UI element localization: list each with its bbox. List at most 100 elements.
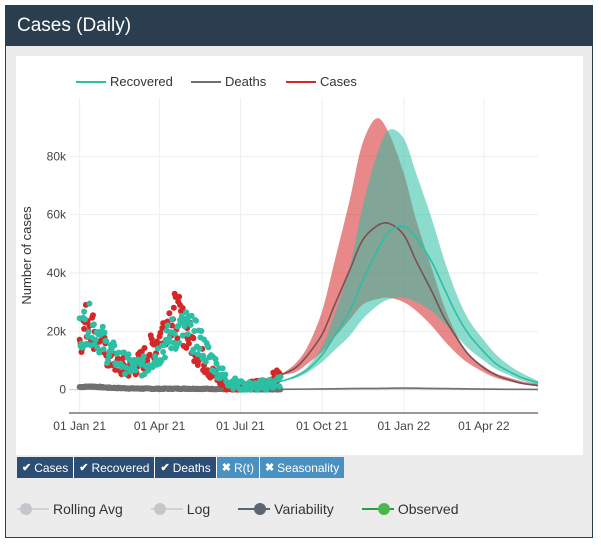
observed-point[interactable]	[179, 332, 186, 339]
observed-point[interactable]	[277, 373, 284, 380]
recovered-observed-points	[76, 300, 284, 393]
observed-point[interactable]	[181, 323, 188, 330]
observed-point[interactable]	[191, 328, 198, 335]
panel-body: 0 20k 40k 60k 80k 01 Jan 21 01 Apr 21 01 Jul 21…	[6, 46, 592, 537]
variability-toggle[interactable]: Variability	[238, 501, 334, 517]
observed-point[interactable]	[187, 321, 194, 328]
observed-point[interactable]	[222, 371, 229, 378]
toggle-knob	[254, 503, 267, 515]
observed-point[interactable]	[169, 322, 176, 329]
observed-point[interactable]	[193, 317, 200, 324]
observed-point[interactable]	[183, 344, 190, 351]
observed-point[interactable]	[101, 329, 108, 336]
toggle-cases-button[interactable]: ✔ Cases	[17, 457, 75, 478]
observed-point[interactable]	[176, 339, 183, 346]
cross-icon: ✖	[264, 462, 275, 474]
recovered-legend-label[interactable]: Recovered	[110, 74, 173, 89]
observed-point[interactable]	[90, 321, 97, 328]
observed-point[interactable]	[161, 354, 168, 361]
observed-point[interactable]	[276, 383, 283, 390]
observed-point[interactable]	[196, 345, 203, 352]
observed-point[interactable]	[140, 353, 147, 360]
toggle-deaths-button[interactable]: ✔ Deaths	[155, 457, 217, 478]
observed-point[interactable]	[146, 351, 153, 358]
toggle-switch[interactable]	[238, 502, 271, 516]
observed-point[interactable]	[160, 348, 167, 355]
observed-point[interactable]	[176, 293, 183, 300]
button-label: Deaths	[172, 460, 211, 475]
observed-point[interactable]	[168, 345, 175, 352]
observed-point[interactable]	[81, 308, 88, 315]
observed-point[interactable]	[121, 371, 128, 378]
observed-point[interactable]	[94, 344, 101, 351]
check-icon: ✔	[160, 462, 170, 474]
observed-toggle[interactable]: Observed	[361, 501, 459, 517]
cases-chart[interactable]: 0 20k 40k 60k 80k 01 Jan 21 01 Apr 21 01 Jul 21…	[16, 56, 583, 455]
observed-point[interactable]	[200, 352, 207, 359]
observed-point[interactable]	[103, 338, 110, 345]
observed-point[interactable]	[81, 325, 88, 332]
panel-title: Cases (Daily)	[17, 15, 132, 36]
observed-point[interactable]	[148, 335, 155, 342]
observed-point[interactable]	[161, 342, 168, 349]
observed-point[interactable]	[166, 310, 173, 317]
observed-point[interactable]	[157, 329, 164, 336]
observed-point[interactable]	[96, 349, 103, 356]
observed-point[interactable]	[205, 344, 212, 351]
observed-point[interactable]	[89, 312, 96, 319]
toggle-seasonality-button[interactable]: ✖ Seasonality	[259, 457, 345, 478]
log-toggle[interactable]: Log	[150, 501, 210, 517]
y-axis-label: Number of cases	[19, 206, 34, 305]
observed-point[interactable]	[86, 300, 93, 307]
observed-point[interactable]	[100, 346, 107, 353]
toggle-label: Observed	[397, 501, 459, 517]
toggle-knob	[377, 503, 390, 515]
toggle-recovered-button[interactable]: ✔ Recovered	[74, 457, 156, 478]
toggle-switch[interactable]	[361, 502, 394, 516]
y-tick-label: 0	[59, 383, 66, 397]
chart-card: 0 20k 40k 60k 80k 01 Jan 21 01 Apr 21 01 Jul 21…	[16, 56, 583, 455]
observed-point[interactable]	[111, 342, 118, 349]
observed-point[interactable]	[166, 334, 173, 341]
toggle-switch[interactable]	[17, 502, 49, 516]
y-tick-label: 80k	[47, 149, 67, 163]
observed-point[interactable]	[115, 349, 122, 356]
observed-point[interactable]	[171, 330, 178, 337]
observed-point[interactable]	[99, 323, 106, 330]
observed-point[interactable]	[194, 351, 201, 358]
observed-point[interactable]	[165, 339, 172, 346]
observed-point[interactable]	[85, 329, 92, 336]
toggle-rt-button[interactable]: ✖ R(t)	[216, 457, 260, 478]
observed-point[interactable]	[153, 338, 160, 345]
y-tick-label: 40k	[47, 266, 67, 280]
observed-point[interactable]	[164, 322, 171, 329]
cross-icon: ✖	[221, 462, 231, 474]
observed-point[interactable]	[174, 335, 181, 342]
observed-point[interactable]	[81, 316, 88, 323]
toggle-switch[interactable]	[150, 502, 183, 516]
observed-point[interactable]	[198, 328, 205, 335]
observed-point[interactable]	[185, 331, 192, 338]
observed-point[interactable]	[92, 336, 99, 343]
observed-point[interactable]	[154, 345, 161, 352]
observed-point[interactable]	[190, 335, 197, 342]
observed-point[interactable]	[141, 344, 148, 351]
observed-point[interactable]	[170, 304, 177, 311]
rolling-avg-toggle[interactable]: Rolling Avg	[17, 501, 123, 517]
observed-point[interactable]	[202, 358, 209, 365]
cases-legend-label[interactable]: Cases	[320, 74, 357, 89]
deaths-legend-label[interactable]: Deaths	[225, 74, 267, 89]
button-label: Recovered	[91, 460, 150, 475]
observed-point[interactable]	[120, 354, 127, 361]
toggle-label: Rolling Avg	[53, 501, 123, 517]
observed-point[interactable]	[185, 340, 192, 347]
y-tick-label: 20k	[47, 324, 67, 338]
observed-point[interactable]	[105, 357, 112, 364]
observed-point[interactable]	[132, 367, 139, 374]
observed-point[interactable]	[213, 360, 220, 367]
observed-point[interactable]	[179, 304, 186, 311]
observed-point[interactable]	[188, 312, 195, 319]
observed-point[interactable]	[219, 365, 226, 372]
observed-point[interactable]	[169, 316, 176, 323]
observed-point[interactable]	[125, 351, 132, 358]
